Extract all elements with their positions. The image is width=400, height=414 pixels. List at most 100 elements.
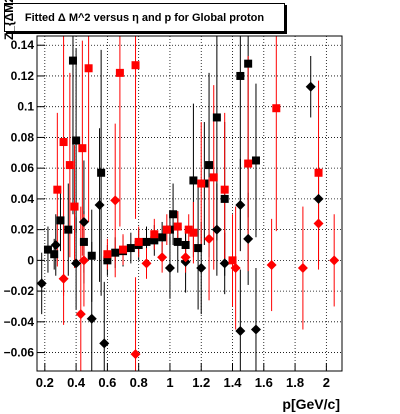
square-marker: [220, 194, 229, 203]
square-marker: [131, 61, 140, 70]
square-marker: [228, 256, 237, 265]
y-tick-label: 0: [27, 253, 34, 267]
x-tick-label: 2: [323, 375, 330, 390]
diamond-marker: [99, 338, 110, 349]
markers: [36, 56, 340, 360]
square-marker: [115, 68, 124, 77]
square-marker: [209, 173, 218, 182]
square-marker: [173, 222, 182, 231]
square-marker: [205, 161, 214, 170]
square-marker: [78, 144, 87, 153]
y-tick-label: −0.04: [4, 315, 35, 329]
square-marker: [84, 64, 93, 73]
x-tick-label: 1.6: [255, 375, 273, 390]
square-marker: [236, 71, 245, 80]
diamond-marker: [110, 195, 121, 206]
x-axis-label: p[GeV/c]: [282, 396, 340, 412]
square-marker: [70, 202, 79, 211]
x-tick-label: 0.4: [67, 375, 86, 390]
chart-title: Fitted Δ M^2 versus η and p for Global p…: [4, 3, 285, 32]
square-marker: [87, 251, 96, 260]
x-tick-label: 1.8: [286, 375, 304, 390]
diamond-marker: [313, 193, 324, 204]
y-tick-label: 0.12: [11, 69, 35, 83]
x-ticks: 0.2 0.4 0.6 0.8 1 1.2 1.4 1.6 1.8 2: [36, 363, 330, 390]
y-ticks: −0.06 −0.04 −0.02 0 0.02 0.04 0.06 0.08 0.1 0.12 0…: [4, 38, 45, 360]
square-marker: [314, 168, 323, 177]
diamond-marker: [86, 313, 97, 324]
diamond-marker: [235, 326, 246, 337]
x-tick-label: 0.2: [36, 375, 54, 390]
square-marker: [56, 216, 65, 225]
diamond-marker: [313, 218, 324, 229]
square-marker: [173, 237, 182, 246]
diamond-marker: [164, 263, 175, 274]
diamond-marker: [196, 263, 207, 274]
square-marker: [111, 248, 120, 257]
diamond-marker: [50, 239, 61, 250]
square-marker: [169, 210, 178, 219]
square-marker: [126, 244, 135, 253]
square-marker: [72, 136, 81, 145]
diamond-marker: [58, 273, 69, 284]
diamond-marker: [36, 278, 47, 289]
error-bars: [41, 36, 335, 371]
diamond-marker: [204, 233, 215, 244]
y-tick-label: 0.08: [11, 130, 35, 144]
square-marker: [103, 256, 112, 265]
square-marker: [158, 233, 167, 242]
diamond-marker: [243, 233, 254, 244]
diamond-marker: [78, 255, 89, 266]
square-marker: [68, 56, 77, 65]
square-marker: [134, 237, 143, 246]
x-tick-label: 1: [166, 375, 173, 390]
x-tick-label: 1.4: [223, 375, 242, 390]
square-marker: [119, 245, 128, 254]
square-marker: [194, 244, 203, 253]
y-tick-label: 0.06: [11, 161, 35, 175]
square-marker: [50, 250, 59, 259]
square-marker: [150, 230, 159, 239]
square-marker: [251, 156, 260, 165]
diamond-marker: [235, 200, 246, 211]
square-marker: [197, 179, 206, 188]
diamond-marker: [250, 324, 261, 335]
square-marker: [212, 113, 221, 122]
x-tick-label: 0.6: [98, 375, 116, 390]
square-marker: [150, 236, 159, 245]
square-marker: [43, 245, 52, 254]
diamond-marker: [211, 224, 222, 235]
square-marker: [244, 159, 253, 168]
square-marker: [189, 228, 198, 237]
square-marker: [189, 176, 198, 185]
diamond-marker: [297, 263, 308, 274]
square-marker: [162, 225, 171, 234]
square-marker: [97, 168, 106, 177]
diamond-marker: [94, 200, 105, 211]
diamond-marker: [78, 216, 89, 227]
square-marker: [79, 237, 88, 246]
square-marker: [272, 104, 281, 113]
x-tick-label: 1.2: [192, 375, 210, 390]
diamond-marker: [230, 263, 241, 274]
square-marker: [181, 240, 190, 249]
plot-frame: [36, 35, 343, 372]
diamond-marker: [219, 258, 230, 269]
diamond-marker: [141, 258, 152, 269]
y-tick-label: −0.06: [4, 346, 35, 360]
y-tick-label: 0.1: [17, 100, 34, 114]
square-marker: [64, 225, 73, 234]
square-marker: [244, 59, 253, 68]
diamond-marker: [329, 255, 340, 266]
diamond-marker: [305, 81, 316, 92]
diamond-marker: [75, 309, 86, 320]
y-tick-label: 0.04: [11, 192, 35, 206]
y-tick-label: −0.02: [4, 284, 35, 298]
square-marker: [59, 138, 68, 147]
diamond-marker: [71, 258, 82, 269]
y-tick-label: 0.14: [11, 38, 35, 52]
square-marker: [142, 237, 151, 246]
square-marker: [184, 225, 193, 234]
